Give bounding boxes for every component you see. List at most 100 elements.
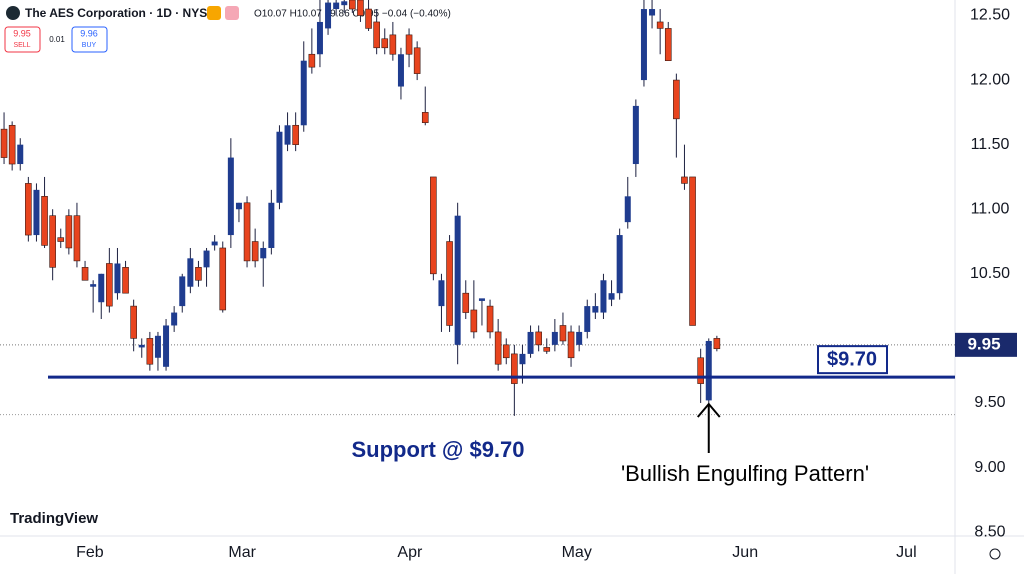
candle-body <box>421 112 429 123</box>
candle-body <box>300 60 307 126</box>
candle-body <box>8 124 16 165</box>
y-tick-label: 12.50 <box>970 7 1010 24</box>
candle-body <box>405 34 413 55</box>
candle-body <box>430 176 437 275</box>
candle-body <box>592 306 599 313</box>
support-annotation: Support @ $9.70 <box>351 437 524 462</box>
candle-body <box>664 28 672 62</box>
x-tick-label: May <box>562 544 592 561</box>
x-tick-label: Apr <box>397 544 423 561</box>
candle-body <box>333 2 340 10</box>
candle-body <box>365 8 372 29</box>
candle-body <box>681 176 688 184</box>
candle-body <box>154 335 161 358</box>
candle-body <box>357 0 364 16</box>
candle-body <box>705 340 712 401</box>
candle-body <box>130 305 137 339</box>
candle-body <box>511 353 518 384</box>
y-tick-label: 9.00 <box>974 459 1005 476</box>
candle-body <box>486 305 494 333</box>
candle-body <box>559 325 567 342</box>
candle-body <box>81 267 89 281</box>
symbol-title: The AES Corporation · 1D · NYSE <box>25 6 215 20</box>
candle-body <box>640 9 647 81</box>
sell-label: SELL <box>13 42 30 49</box>
candle-body <box>584 306 591 332</box>
candle-body <box>349 0 356 10</box>
candle-body <box>454 215 461 345</box>
candle-body <box>576 331 583 345</box>
x-tick-label: Feb <box>76 544 104 561</box>
sell-price: 9.95 <box>13 28 31 38</box>
candle-body <box>413 47 421 74</box>
candle-body <box>600 280 607 313</box>
candle-body <box>171 312 178 326</box>
candle-body <box>519 353 526 365</box>
spread: 0.01 <box>49 35 65 44</box>
candle-body <box>219 247 227 311</box>
candle-body <box>268 202 275 248</box>
candle-body <box>57 237 65 242</box>
candle-body <box>494 331 502 365</box>
arrow-head <box>696 402 721 418</box>
candle-body <box>203 250 210 268</box>
candle-body <box>649 9 656 16</box>
candle-body <box>373 21 380 49</box>
candle-body <box>25 183 32 236</box>
sell-button[interactable] <box>4 26 41 53</box>
candle-body <box>146 338 154 365</box>
candle-body <box>470 309 478 333</box>
candle-body <box>316 21 323 55</box>
candle-body <box>251 241 259 262</box>
candle-body <box>624 196 631 223</box>
candle-body <box>227 157 234 236</box>
last-price-tag <box>955 332 1017 357</box>
candle-body <box>73 215 81 262</box>
candle-body <box>697 357 704 384</box>
y-tick-label: 9.50 <box>974 394 1005 411</box>
candle-body <box>462 292 470 313</box>
candle-body <box>106 263 113 307</box>
candle-body <box>260 247 267 259</box>
candle-body <box>535 331 542 346</box>
candle-body <box>65 215 73 249</box>
candle-body <box>543 347 551 352</box>
candle-body <box>17 144 24 165</box>
y-tick-label: 8.50 <box>974 523 1005 540</box>
candle-body <box>551 331 558 345</box>
candle-body <box>187 258 194 287</box>
y-tick-label: 11.50 <box>971 136 1010 153</box>
ohlc-legend: O10.07 H10.07 L9.86 C9.95 −0.04 (−0.40%) <box>254 9 451 20</box>
settings-icon[interactable] <box>989 548 1001 560</box>
candle-body <box>446 241 453 326</box>
support-label: $9.70 <box>827 348 877 370</box>
candle-body <box>243 202 251 262</box>
candle-body <box>284 125 291 145</box>
candle-body <box>397 54 404 87</box>
last-price-label: 9.95 <box>967 334 1000 353</box>
pattern-annotation: 'Bullish Engulfing Pattern' <box>621 461 869 486</box>
symbol-logo <box>6 6 20 20</box>
candle-body <box>195 267 202 281</box>
candle-body <box>713 338 721 350</box>
candle-body <box>608 293 615 300</box>
y-tick-label: 11.00 <box>971 200 1010 217</box>
candle-body <box>502 344 510 359</box>
candle-body <box>381 38 389 49</box>
buy-label: BUY <box>82 42 97 49</box>
x-tick-label: Mar <box>228 544 256 561</box>
candle-body <box>632 105 639 165</box>
candle-body <box>122 267 129 294</box>
candle-body <box>41 196 48 246</box>
candle-body <box>33 189 40 236</box>
candle-body <box>325 2 332 29</box>
y-tick-label: 12.00 <box>970 71 1010 88</box>
buy-button[interactable] <box>71 26 108 53</box>
candle-body <box>438 280 445 307</box>
candle-body <box>673 79 680 120</box>
y-tick-label: 10.50 <box>970 265 1010 282</box>
candle-body <box>527 331 534 354</box>
candle-body <box>567 331 575 359</box>
x-tick-label: Jul <box>896 544 916 561</box>
